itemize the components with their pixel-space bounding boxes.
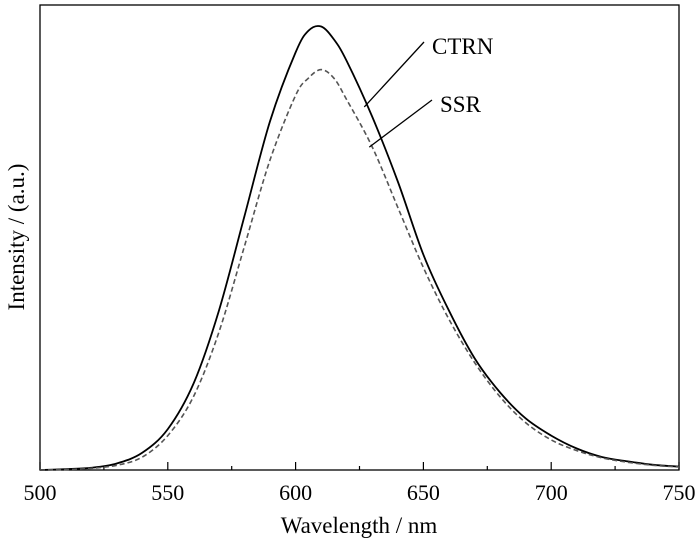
- annotation-label-ssr: SSR: [440, 92, 482, 117]
- series-line-ctrn: [39, 25, 680, 471]
- callout-line-ssr: [368, 99, 433, 148]
- x-tick-label: 550: [151, 480, 184, 505]
- series-layer: [39, 25, 680, 471]
- x-tick-label: 650: [407, 480, 440, 505]
- annotation-layer: CTRN SSR: [363, 34, 494, 148]
- series-line-ssr: [39, 68, 680, 471]
- annotation-label-ctrn: CTRN: [432, 34, 494, 59]
- x-tick-label: 750: [663, 480, 696, 505]
- x-axis-tick-labels: 500 550 600 650 700 750: [24, 480, 696, 505]
- x-tick-label: 600: [279, 480, 312, 505]
- x-axis-ticks: [39, 462, 680, 470]
- callout-line-ctrn: [363, 41, 425, 108]
- x-axis-title: Wavelength / nm: [281, 513, 438, 538]
- x-tick-label: 500: [24, 480, 57, 505]
- x-tick-label: 700: [535, 480, 568, 505]
- y-axis-title: Intensity / (a.u.): [4, 164, 29, 311]
- plot-frame: [39, 4, 680, 471]
